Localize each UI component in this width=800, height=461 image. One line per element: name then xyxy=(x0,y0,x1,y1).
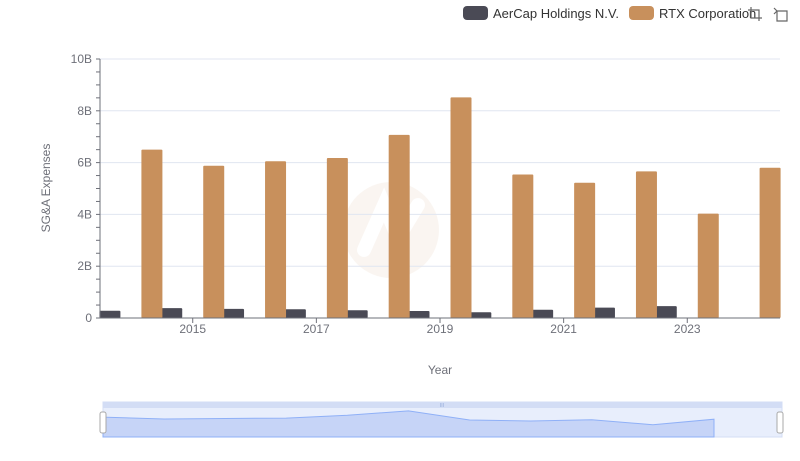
slider-grip-label: III xyxy=(440,403,444,409)
bar-aercap-2022[interactable] xyxy=(593,307,615,318)
x-tick-label: 2021 xyxy=(550,322,577,336)
bar-aercap-2018[interactable] xyxy=(346,310,368,318)
bar-rtx-2017[interactable] xyxy=(326,157,348,318)
slider-preview-area xyxy=(102,410,715,438)
x-tick-label: 2019 xyxy=(427,322,454,336)
bar-aercap-2020[interactable] xyxy=(470,312,492,318)
grid-lines xyxy=(100,58,780,267)
y-tick-label: 4B xyxy=(77,207,92,221)
bar-rtx-2022[interactable] xyxy=(635,171,657,318)
slider-right-handle[interactable] xyxy=(776,411,784,434)
chart-legend: AerCap Holdings N.V. RTX Corporation xyxy=(463,4,766,22)
bar-rtx-2020[interactable] xyxy=(512,174,534,318)
bar-rtx-2018[interactable] xyxy=(388,134,410,318)
bar-aercap-2016[interactable] xyxy=(223,308,245,318)
x-tick-label: 2017 xyxy=(303,322,330,336)
bar-rtx-2023[interactable] xyxy=(697,213,719,318)
slider-left-handle[interactable] xyxy=(99,411,107,434)
legend-swatch-aercap xyxy=(463,6,488,20)
y-tick-label: 6B xyxy=(77,156,92,170)
bar-rtx-2014[interactable] xyxy=(141,149,163,318)
zoom-select-icon[interactable] xyxy=(747,6,763,22)
y-tick-label: 0 xyxy=(85,311,92,325)
y-tick-label: 8B xyxy=(77,104,92,118)
legend-item-aercap[interactable]: AerCap Holdings N.V. xyxy=(463,6,619,21)
legend-label-aercap: AerCap Holdings N.V. xyxy=(493,5,619,21)
x-axis-title: Year xyxy=(428,363,452,377)
bar-rtx-2021[interactable] xyxy=(574,182,596,318)
slider-top-bar xyxy=(103,402,782,408)
data-zoom-slider[interactable]: III xyxy=(99,401,784,438)
x-tick-label: 2023 xyxy=(674,322,701,336)
bar-rtx-2015[interactable] xyxy=(203,165,225,318)
bar-aercap-2023[interactable] xyxy=(655,306,677,318)
legend-item-rtx[interactable]: RTX Corporation xyxy=(628,5,757,21)
zoom-reset-icon[interactable] xyxy=(773,6,789,22)
bar-aercap-2014[interactable] xyxy=(99,310,121,318)
bar-rtx-2024[interactable] xyxy=(759,167,781,318)
legend-swatch-rtx xyxy=(628,6,654,20)
bar-aercap-2019[interactable] xyxy=(408,311,430,318)
y-tick-label: 2B xyxy=(77,259,92,273)
bar-rtx-2019[interactable] xyxy=(450,97,472,318)
y-tick-label: 10B xyxy=(71,52,92,66)
bar-rtx-2016[interactable] xyxy=(265,161,287,318)
x-tick-label: 2015 xyxy=(179,322,206,336)
bar-aercap-2017[interactable] xyxy=(284,309,306,318)
y-axis-title: SG&A Expenses xyxy=(39,144,53,233)
bar-aercap-2021[interactable] xyxy=(532,309,554,318)
bar-aercap-2015[interactable] xyxy=(161,308,183,318)
legend-label-rtx: RTX Corporation xyxy=(658,5,757,21)
